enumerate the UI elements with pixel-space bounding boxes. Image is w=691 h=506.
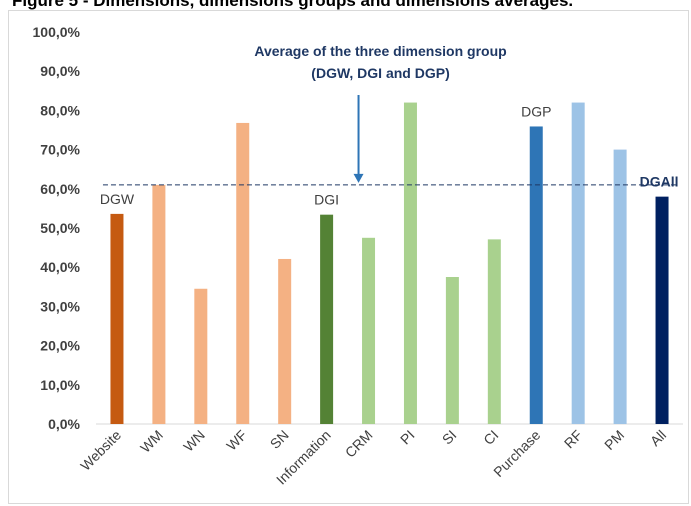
x-tick-label: WN (180, 427, 208, 455)
bar (487, 239, 501, 424)
y-tick-label: 90,0% (40, 63, 80, 79)
x-tick-label: PM (601, 427, 627, 453)
y-tick-label: 70,0% (40, 142, 80, 158)
annotation-line-2: (DGW, DGI and DGP) (311, 65, 449, 81)
group-labels: DGW DGI DGP DGAll (100, 103, 679, 207)
bar (362, 237, 376, 424)
x-tick-label: PI (397, 427, 418, 448)
bar (110, 213, 124, 424)
bar (278, 258, 292, 424)
y-tick-label: 60,0% (40, 181, 80, 197)
y-tick-label: 80,0% (40, 102, 80, 118)
group-label: DGP (521, 103, 551, 119)
bar (403, 102, 417, 424)
annotation-arrow-head (353, 173, 364, 183)
y-tick-label: 40,0% (40, 259, 80, 275)
y-tick-label: 50,0% (40, 220, 80, 236)
y-tick-label: 100,0% (33, 24, 81, 40)
y-tick-label: 30,0% (40, 298, 80, 314)
x-tick-label: Website (77, 427, 124, 474)
bar (236, 122, 250, 424)
bar (655, 196, 669, 424)
bar (320, 214, 334, 424)
group-label: DGAll (640, 174, 679, 190)
annotation-line-1: Average of the three dimension group (254, 43, 506, 59)
bar (445, 277, 459, 424)
bar (571, 102, 585, 424)
x-tick-label: All (647, 427, 669, 449)
bars (110, 102, 669, 425)
bar (152, 184, 166, 424)
bar (529, 126, 543, 425)
bar (194, 288, 208, 424)
chart-frame (8, 10, 689, 504)
group-label: DGW (100, 191, 135, 207)
y-tick-label: 10,0% (40, 377, 80, 393)
y-tick-label: 0,0% (48, 416, 80, 432)
x-tick-label: CI (480, 427, 501, 448)
x-tick-label: CRM (342, 427, 376, 461)
x-tick-label: SN (267, 427, 292, 452)
bar (613, 149, 627, 424)
x-tick-label: Purchase (490, 427, 543, 480)
x-tick-label: SI (439, 427, 460, 448)
y-axis-ticks: 0,0% 10,0% 20,0% 30,0% 40,0% 50,0% 60,0% 70,0% 8… (33, 24, 81, 432)
x-tick-label: RF (561, 427, 586, 452)
group-label: DGI (314, 192, 339, 208)
chart-title: Figure 5 - Dimensions, dimensions groups… (12, 0, 574, 10)
y-tick-label: 20,0% (40, 338, 80, 354)
x-tick-label: WM (137, 427, 166, 456)
x-tick-label: WF (223, 427, 250, 454)
